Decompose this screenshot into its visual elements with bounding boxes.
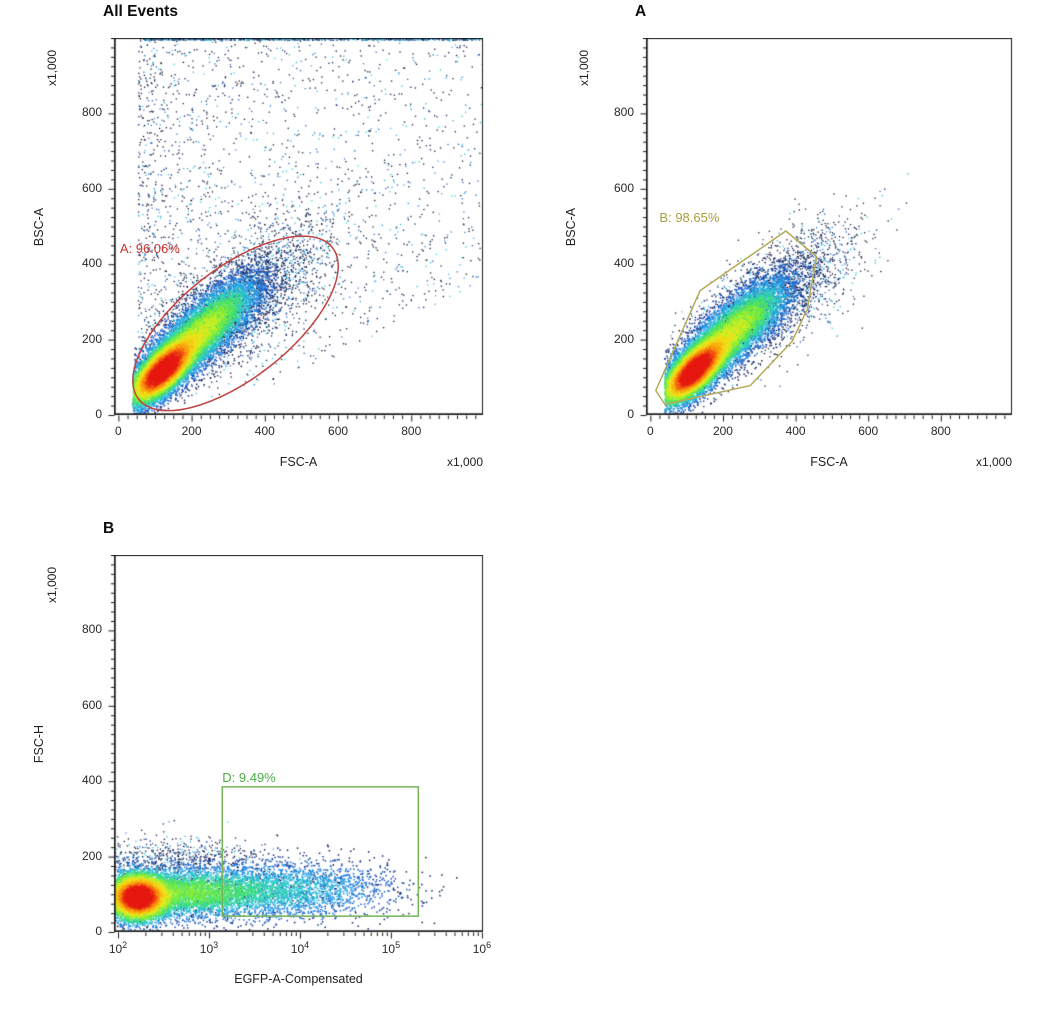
x-axis-multiplier: x1,000	[446, 455, 483, 469]
y-axis-multiplier: x1,000	[45, 566, 59, 604]
y-tick-label: 800	[81, 622, 102, 637]
y-tick-label: 0	[95, 407, 102, 421]
x-tick-label: 800	[401, 424, 422, 438]
y-tick-label: 200	[81, 848, 102, 863]
gate-rect	[221, 786, 420, 917]
gate-label: B: 98.65%	[659, 209, 720, 225]
y-axis-label: BSC-A	[564, 207, 578, 246]
y-tick-label: 600	[613, 180, 634, 195]
x-tick-label: 0	[647, 424, 654, 438]
x-tick-label: 600	[858, 424, 879, 438]
gate-ellipse	[132, 235, 339, 412]
x-tick-label: 0	[115, 424, 122, 438]
plot-title: All Events	[103, 3, 178, 20]
x-tick-label: 400	[254, 424, 275, 438]
x-tick-label: 106	[472, 940, 492, 956]
gate-layer	[132, 235, 339, 412]
scatter-canvas	[638, 38, 1013, 424]
x-tick-label: 600	[328, 424, 349, 438]
y-tick-label: 400	[81, 256, 102, 271]
y-tick-label: 800	[613, 105, 634, 120]
x-axis-label: FSC-A	[279, 455, 318, 469]
gate-layer	[654, 230, 818, 406]
gate-label: A: 96.06%	[119, 240, 180, 256]
x-axis-multiplier: x1,000	[975, 455, 1012, 469]
gate-label: D: 9.49%	[222, 769, 276, 785]
y-tick-label: 600	[81, 697, 102, 712]
x-axis-label: EGFP-A-Compensated	[234, 972, 363, 986]
gate-layer	[221, 786, 420, 917]
y-axis-multiplier: x1,000	[577, 49, 591, 87]
y-axis-multiplier: x1,000	[45, 49, 59, 87]
x-tick-label: 104	[290, 940, 310, 956]
x-tick-label: 102	[108, 940, 128, 956]
gate-polygon	[654, 230, 818, 406]
y-tick-label: 200	[81, 331, 102, 346]
y-axis-label: BSC-A	[32, 207, 46, 246]
plot-title: A	[635, 3, 647, 20]
y-tick-label: 400	[613, 256, 634, 271]
scatter-canvas	[106, 38, 484, 424]
y-tick-label: 0	[95, 924, 102, 938]
y-tick-label: 400	[81, 773, 102, 788]
y-tick-label: 200	[613, 331, 634, 346]
x-tick-label: 800	[930, 424, 951, 438]
x-axis-label: FSC-A	[810, 455, 848, 469]
x-tick-label: 400	[785, 424, 806, 438]
y-tick-label: 800	[81, 105, 102, 120]
x-tick-label: 200	[712, 424, 733, 438]
y-axis-label: FSC-H	[32, 724, 46, 763]
y-tick-label: 600	[81, 180, 102, 195]
y-tick-label: 0	[627, 407, 634, 421]
plot-title: B	[103, 520, 115, 537]
x-tick-label: 103	[199, 940, 219, 956]
scatter-canvas	[106, 555, 484, 941]
x-tick-label: 105	[381, 940, 401, 956]
x-tick-label: 200	[181, 424, 202, 438]
